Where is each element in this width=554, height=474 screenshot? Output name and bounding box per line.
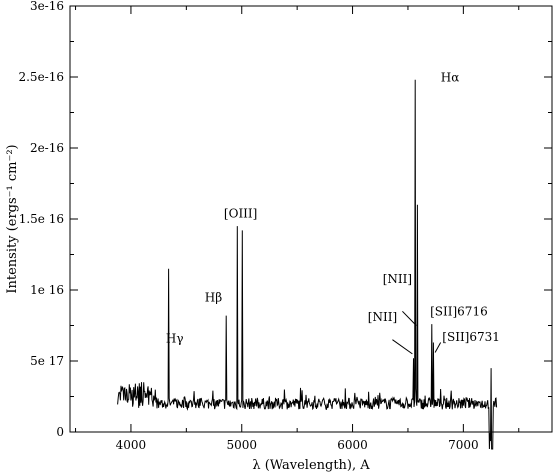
line-label: [SII]6716: [430, 305, 488, 319]
spectrum-line: [117, 79, 498, 450]
y-tick-label: 1.5e 16: [19, 212, 64, 226]
y-tick-label: 1e 16: [30, 283, 64, 297]
y-tick-label: 0: [56, 425, 64, 439]
x-tick-label: 4000: [116, 438, 147, 452]
line-label: [OIII]: [224, 207, 257, 221]
leader-line: [434, 342, 442, 353]
x-tick-label: 5000: [226, 438, 257, 452]
y-axis: 0 5e 17 1e 16 1.5e 16 2e-16 2.5e-16 3e-16: [18, 0, 552, 439]
y-tick-label: 2.5e-16: [18, 70, 64, 84]
line-label: [NII]: [383, 272, 412, 286]
plot-frame: [69, 5, 553, 433]
line-label: Hα: [441, 70, 460, 84]
y-tick-label: 3e-16: [30, 0, 64, 13]
line-label: [SII]6731: [442, 330, 500, 344]
y-tick-label: 5e 17: [30, 354, 64, 368]
line-label: Hγ: [166, 332, 184, 346]
y-axis-title: Intensity (ergs⁻¹ cm⁻²): [5, 144, 20, 293]
line-label: [NII]: [368, 310, 397, 324]
y-tick-label: 2e-16: [30, 141, 64, 155]
x-tick-label: 7000: [448, 438, 479, 452]
x-tick-label: 6000: [337, 438, 368, 452]
line-label: Hβ: [205, 290, 222, 304]
x-axis-title: λ (Wavelength), A: [252, 458, 370, 473]
line-annotations: Hγ Hβ [OIII] [NII] [NII] Hα [SII]6716 [SII]6731: [166, 70, 500, 355]
leader-line: [402, 310, 417, 326]
x-axis: 4000 5000 6000 7000: [75, 6, 520, 452]
leader-line: [392, 339, 413, 355]
